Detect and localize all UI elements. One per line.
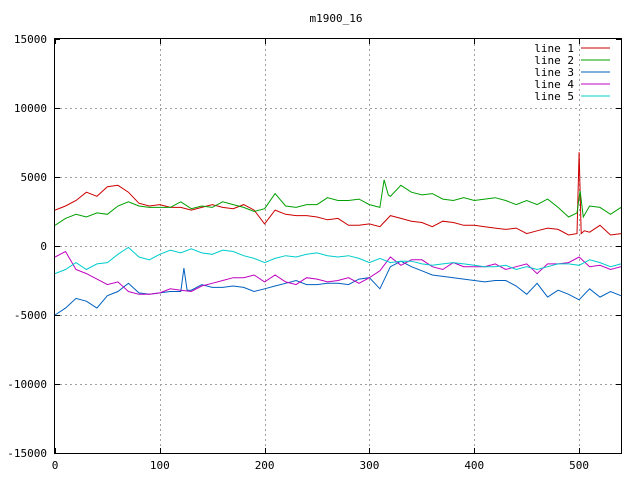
x-tick-label: 400 [464, 459, 484, 472]
x-tick-label: 100 [150, 459, 170, 472]
x-tick-label: 200 [255, 459, 275, 472]
y-tick-label: -15000 [7, 447, 47, 460]
legend-label: line 3 [534, 66, 574, 79]
legend-label: line 1 [534, 42, 574, 55]
axis-ticks: 0 100 200 300 400 500 -15000 -10000 -5000 0 5000 10… [7, 33, 621, 472]
y-tick-label: 15000 [14, 33, 47, 46]
y-tick-label: 10000 [14, 102, 47, 115]
grid [55, 39, 621, 453]
x-tick-label: 300 [360, 459, 380, 472]
y-tick-label: -5000 [14, 309, 47, 322]
y-tick-label: 5000 [21, 171, 48, 184]
series-line-2 [54, 179, 622, 226]
x-tick-label: 500 [569, 459, 589, 472]
legend-label: line 4 [534, 78, 574, 91]
series-line-4 [54, 250, 622, 295]
series-line-1 [54, 152, 622, 236]
legend-label: line 2 [534, 54, 574, 67]
chart-title: m1900_16 [310, 12, 363, 25]
y-tick-label: 0 [40, 240, 47, 253]
series-group [54, 152, 622, 316]
series-line-5 [54, 246, 622, 275]
plot-frame [54, 38, 622, 454]
x-tick-label: 0 [52, 459, 59, 472]
y-tick-label: -10000 [7, 378, 47, 391]
legend-label: line 5 [534, 90, 574, 103]
